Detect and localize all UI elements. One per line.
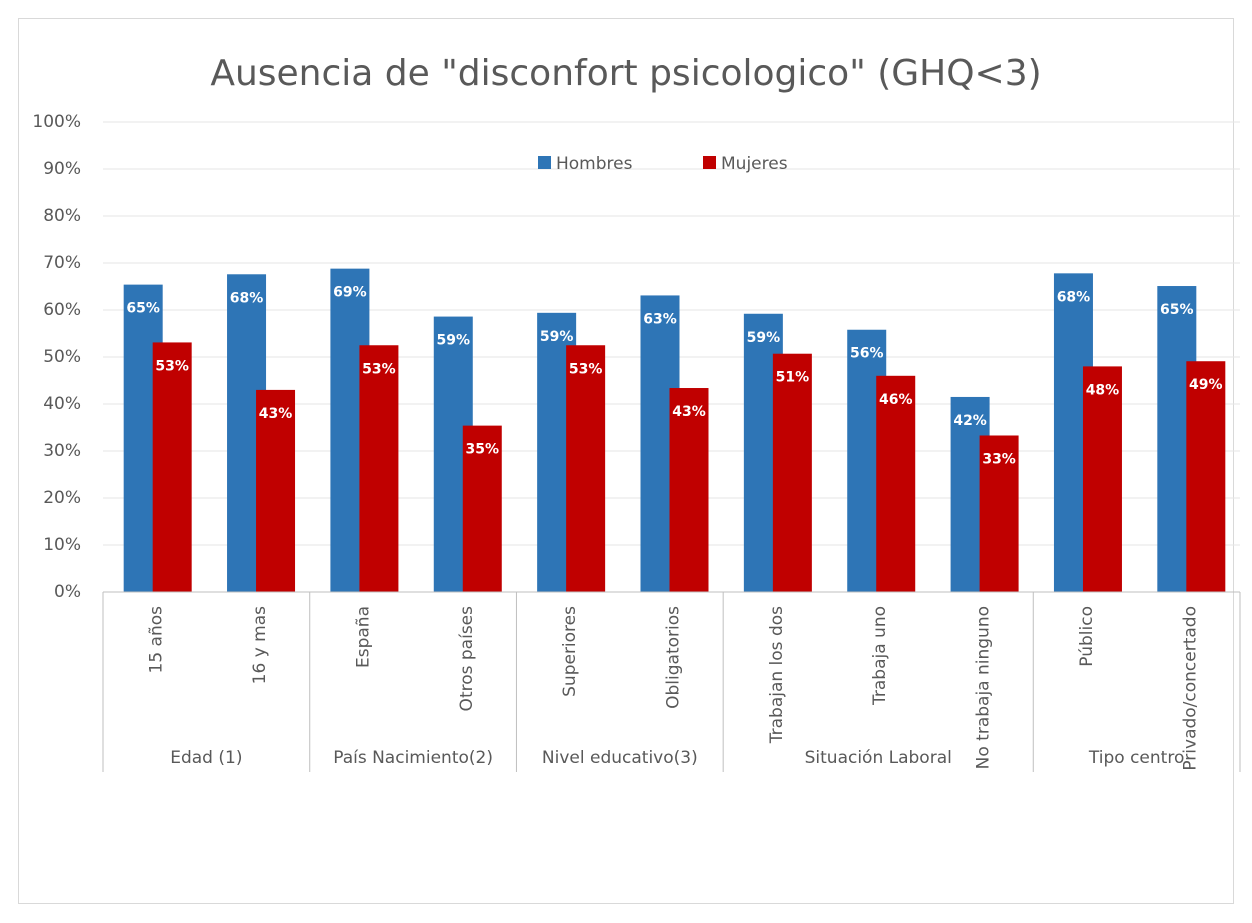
x-tick-label: Obligatorios xyxy=(664,606,684,709)
x-tick-label: Privado/concertado xyxy=(1180,606,1200,771)
value-label: 59% xyxy=(540,329,574,345)
group-label: Situación Laboral xyxy=(805,748,952,768)
chart-title: Ausencia de "disconfort psicologico" (GH… xyxy=(210,53,1041,94)
legend-swatch xyxy=(538,156,551,169)
x-tick-label: No trabaja ninguno xyxy=(974,606,994,769)
value-label: 43% xyxy=(259,406,293,422)
value-label: 56% xyxy=(850,346,884,362)
x-tick-label: Trabaja uno xyxy=(870,606,890,706)
y-tick-label: 20% xyxy=(43,488,81,508)
x-tick-label: 16 y mas xyxy=(250,606,270,684)
x-tick-label: Público xyxy=(1077,606,1097,667)
bar xyxy=(1186,361,1226,592)
bar xyxy=(152,342,192,592)
value-label: 33% xyxy=(982,451,1016,467)
value-label: 42% xyxy=(953,413,987,429)
y-tick-label: 90% xyxy=(43,159,81,179)
value-label: 59% xyxy=(437,333,471,349)
legend-swatch xyxy=(703,156,716,169)
value-label: 69% xyxy=(333,285,367,301)
bar xyxy=(462,425,502,592)
group-label: Edad (1) xyxy=(170,748,242,768)
value-label: 48% xyxy=(1086,382,1120,398)
y-tick-label: 80% xyxy=(43,206,81,226)
legend-label: Mujeres xyxy=(721,154,788,174)
y-tick-label: 30% xyxy=(43,441,81,461)
chart-border xyxy=(18,18,1234,904)
y-tick-label: 60% xyxy=(43,300,81,320)
y-tick-label: 0% xyxy=(54,582,81,602)
x-tick-label: Trabajan los dos xyxy=(767,606,787,744)
y-tick-label: 70% xyxy=(43,253,81,273)
value-label: 35% xyxy=(466,442,500,458)
bar xyxy=(566,345,606,592)
value-label: 65% xyxy=(1160,302,1194,318)
value-label: 53% xyxy=(362,361,396,377)
value-label: 68% xyxy=(230,290,264,306)
bar xyxy=(979,435,1019,592)
group-label: País Nacimiento(2) xyxy=(333,748,493,768)
value-label: 53% xyxy=(155,358,189,374)
value-label: 65% xyxy=(126,301,160,317)
x-tick-label: Superiores xyxy=(560,606,580,697)
legend-label: Hombres xyxy=(556,154,633,174)
group-label: Nivel educativo(3) xyxy=(542,748,698,768)
value-label: 59% xyxy=(747,330,781,346)
y-tick-label: 50% xyxy=(43,347,81,367)
bar xyxy=(876,375,916,592)
bar xyxy=(772,353,812,592)
bar xyxy=(1082,366,1122,592)
group-label: Tipo centro xyxy=(1088,748,1184,768)
x-tick-label: Otros países xyxy=(457,606,477,712)
value-label: 63% xyxy=(643,311,677,327)
x-tick-label: España xyxy=(353,606,373,668)
y-tick-label: 10% xyxy=(43,535,81,555)
y-tick-label: 100% xyxy=(32,112,81,132)
value-label: 53% xyxy=(569,361,603,377)
y-tick-label: 40% xyxy=(43,394,81,414)
value-label: 43% xyxy=(672,404,706,420)
bar xyxy=(359,345,399,592)
bar xyxy=(669,388,709,592)
x-tick-label: 15 años xyxy=(147,606,167,674)
value-label: 51% xyxy=(776,370,810,386)
value-label: 49% xyxy=(1189,377,1223,393)
bar xyxy=(256,389,296,592)
value-label: 68% xyxy=(1057,289,1091,305)
value-label: 46% xyxy=(879,392,913,408)
